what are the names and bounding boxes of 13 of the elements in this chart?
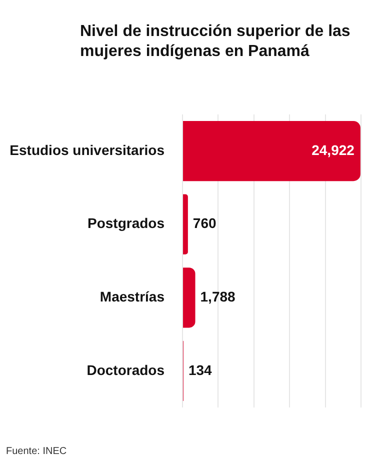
source-note: Fuente: INEC [6, 446, 67, 457]
data-label: 24,922 [312, 142, 355, 158]
data-label: 1,788 [200, 288, 236, 305]
data-label: 134 [188, 362, 212, 378]
y-tick-label: Postgrados [87, 215, 165, 232]
bar [183, 268, 196, 328]
bar [183, 194, 188, 254]
data-label: 760 [192, 215, 216, 232]
chart-title: Nivel de instrucción superior de las mujeres indígenas en Panamá [80, 22, 352, 62]
y-tick-label: Maestrías [100, 288, 165, 305]
bar [183, 120, 360, 182]
y-tick-label: Estudios universitarios [10, 142, 165, 158]
y-tick-label: Doctorados [86, 362, 165, 378]
